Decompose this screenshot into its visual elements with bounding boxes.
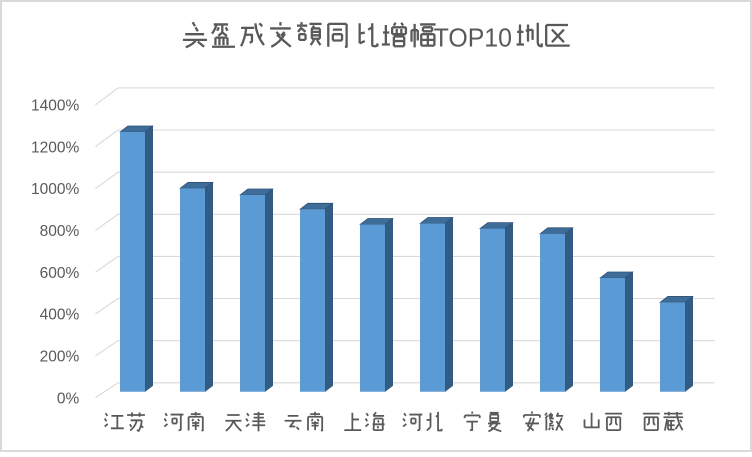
svg-text:200%: 200% — [40, 349, 80, 366]
svg-text:400%: 400% — [40, 307, 80, 324]
svg-text:TOP10: TOP10 — [434, 22, 512, 52]
svg-text:800%: 800% — [40, 223, 80, 240]
svg-text:600%: 600% — [40, 265, 80, 282]
svg-text:0%: 0% — [57, 390, 80, 407]
svg-text:1400%: 1400% — [31, 98, 79, 115]
svg-text:1200%: 1200% — [31, 139, 79, 156]
svg-text:1000%: 1000% — [31, 181, 79, 198]
